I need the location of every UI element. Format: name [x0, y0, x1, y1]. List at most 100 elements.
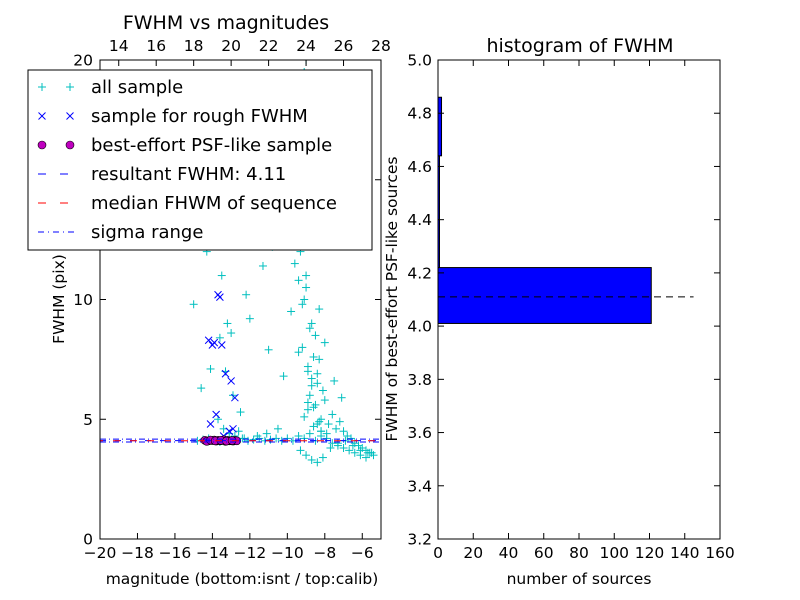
- data-point: [303, 362, 312, 371]
- data-point: [215, 333, 224, 342]
- data-point: [189, 300, 198, 309]
- data-point: [339, 427, 348, 436]
- top-x-tick-label: 18: [184, 37, 204, 55]
- histogram-bar: [437, 267, 652, 324]
- data-point: [307, 319, 316, 328]
- data-point: [225, 427, 234, 436]
- top-x-tick-label: 24: [296, 37, 316, 55]
- data-point: [223, 319, 232, 328]
- histogram-plot: 0 20 40 60 80 100 120 140 160 3.2 3.4 3.6 3.8 4.0 4.2 4…: [383, 35, 735, 588]
- data-point: [369, 451, 378, 460]
- data-point: [311, 400, 320, 409]
- scatter-legend: all sample sample for rough FWHM best-effo…: [27, 69, 373, 251]
- histogram-bar: [437, 96, 443, 157]
- data-point: [298, 300, 307, 309]
- legend-marker-icon: [66, 83, 74, 91]
- data-point: [206, 420, 215, 428]
- data-point: [356, 446, 365, 455]
- legend-label: all sample: [91, 77, 183, 98]
- x-tick-label: 60: [534, 544, 554, 562]
- data-point: [302, 283, 311, 292]
- data-point: [294, 348, 303, 357]
- data-point: [300, 295, 309, 304]
- top-x-tick-label: 26: [334, 37, 354, 55]
- scatter-x-axis-label: magnitude (bottom:isnt / top:calib): [106, 570, 379, 588]
- data-point: [227, 377, 235, 385]
- data-point: [221, 369, 230, 378]
- data-point: [317, 427, 326, 436]
- data-point: [309, 352, 318, 361]
- y-tick-label: 5: [83, 411, 93, 429]
- legend-marker-icon: [65, 140, 75, 150]
- data-point: [229, 424, 237, 433]
- y-tick-label: 4.8: [407, 105, 432, 123]
- data-point: [302, 271, 311, 280]
- top-x-tick-label: 28: [371, 37, 391, 55]
- data-point: [313, 458, 322, 467]
- data-point: [290, 259, 299, 268]
- legend-entry: all sample: [38, 77, 183, 98]
- top-x-tick-label: 20: [221, 37, 241, 55]
- data-point: [363, 448, 372, 457]
- x-tick-label: 0: [433, 544, 443, 562]
- x-tick-label: −8: [313, 544, 336, 562]
- y-tick-label: 3.6: [407, 424, 432, 442]
- data-point: [318, 386, 327, 395]
- histogram-axis-ticks: 0 20 40 60 80 100 120 140 160 3.2 3.4 3.6 3.8 4.0 4.2 4…: [407, 52, 734, 563]
- x-tick-label: −18: [121, 544, 154, 562]
- data-point: [236, 408, 245, 417]
- data-point: [305, 429, 314, 438]
- x-tick-label: −16: [159, 544, 192, 562]
- y-tick-label: 4.6: [407, 158, 432, 176]
- y-tick-label: 10: [73, 291, 93, 309]
- data-point: [264, 345, 273, 354]
- data-point: [328, 410, 337, 419]
- data-point: [206, 364, 215, 373]
- top-x-tick-label: 14: [109, 37, 129, 55]
- y-tick-label: 3.8: [407, 371, 432, 389]
- data-point: [197, 384, 206, 393]
- x-tick-label: 20: [463, 544, 483, 562]
- data-point: [307, 381, 316, 390]
- data-point: [311, 331, 320, 340]
- data-point: [320, 338, 329, 347]
- legend-marker-icon: [38, 112, 46, 120]
- legend-entry: sample for rough FWHM: [38, 106, 308, 127]
- legend-box: [27, 69, 373, 251]
- legend-label: best-effort PSF-like sample: [91, 135, 332, 156]
- data-point: [335, 417, 344, 426]
- data-point: [262, 429, 271, 438]
- data-point: [313, 420, 322, 429]
- data-point: [298, 343, 307, 352]
- data-point: [339, 443, 348, 452]
- scatter-title: FWHM vs magnitudes: [123, 12, 329, 34]
- data-point: [300, 412, 309, 421]
- legend-entry: resultant FWHM: 4.11: [38, 164, 286, 185]
- data-point: [307, 455, 316, 464]
- histogram-data-layer: [437, 96, 694, 324]
- data-point: [242, 290, 251, 299]
- data-point: [318, 453, 327, 462]
- data-point: [216, 293, 224, 301]
- data-point: [324, 420, 333, 429]
- data-point: [337, 393, 346, 402]
- data-point: [315, 305, 324, 314]
- x-tick-label: 140: [670, 544, 700, 562]
- x-tick-label: −12: [234, 544, 267, 562]
- data-point: [303, 405, 312, 414]
- legend-entry: best-effort PSF-like sample: [37, 135, 332, 156]
- x-tick-label: 100: [599, 544, 629, 562]
- data-point: [245, 314, 254, 323]
- data-point: [302, 451, 311, 460]
- data-point: [217, 341, 226, 349]
- data-point: [294, 276, 303, 285]
- legend-label: sigma range: [91, 222, 203, 243]
- data-point: [296, 446, 305, 455]
- x-tick-label: 40: [499, 544, 519, 562]
- data-point: [217, 271, 226, 280]
- data-point: [315, 355, 324, 364]
- data-point: [273, 424, 282, 433]
- data-point: [313, 379, 322, 388]
- data-point: [326, 443, 335, 452]
